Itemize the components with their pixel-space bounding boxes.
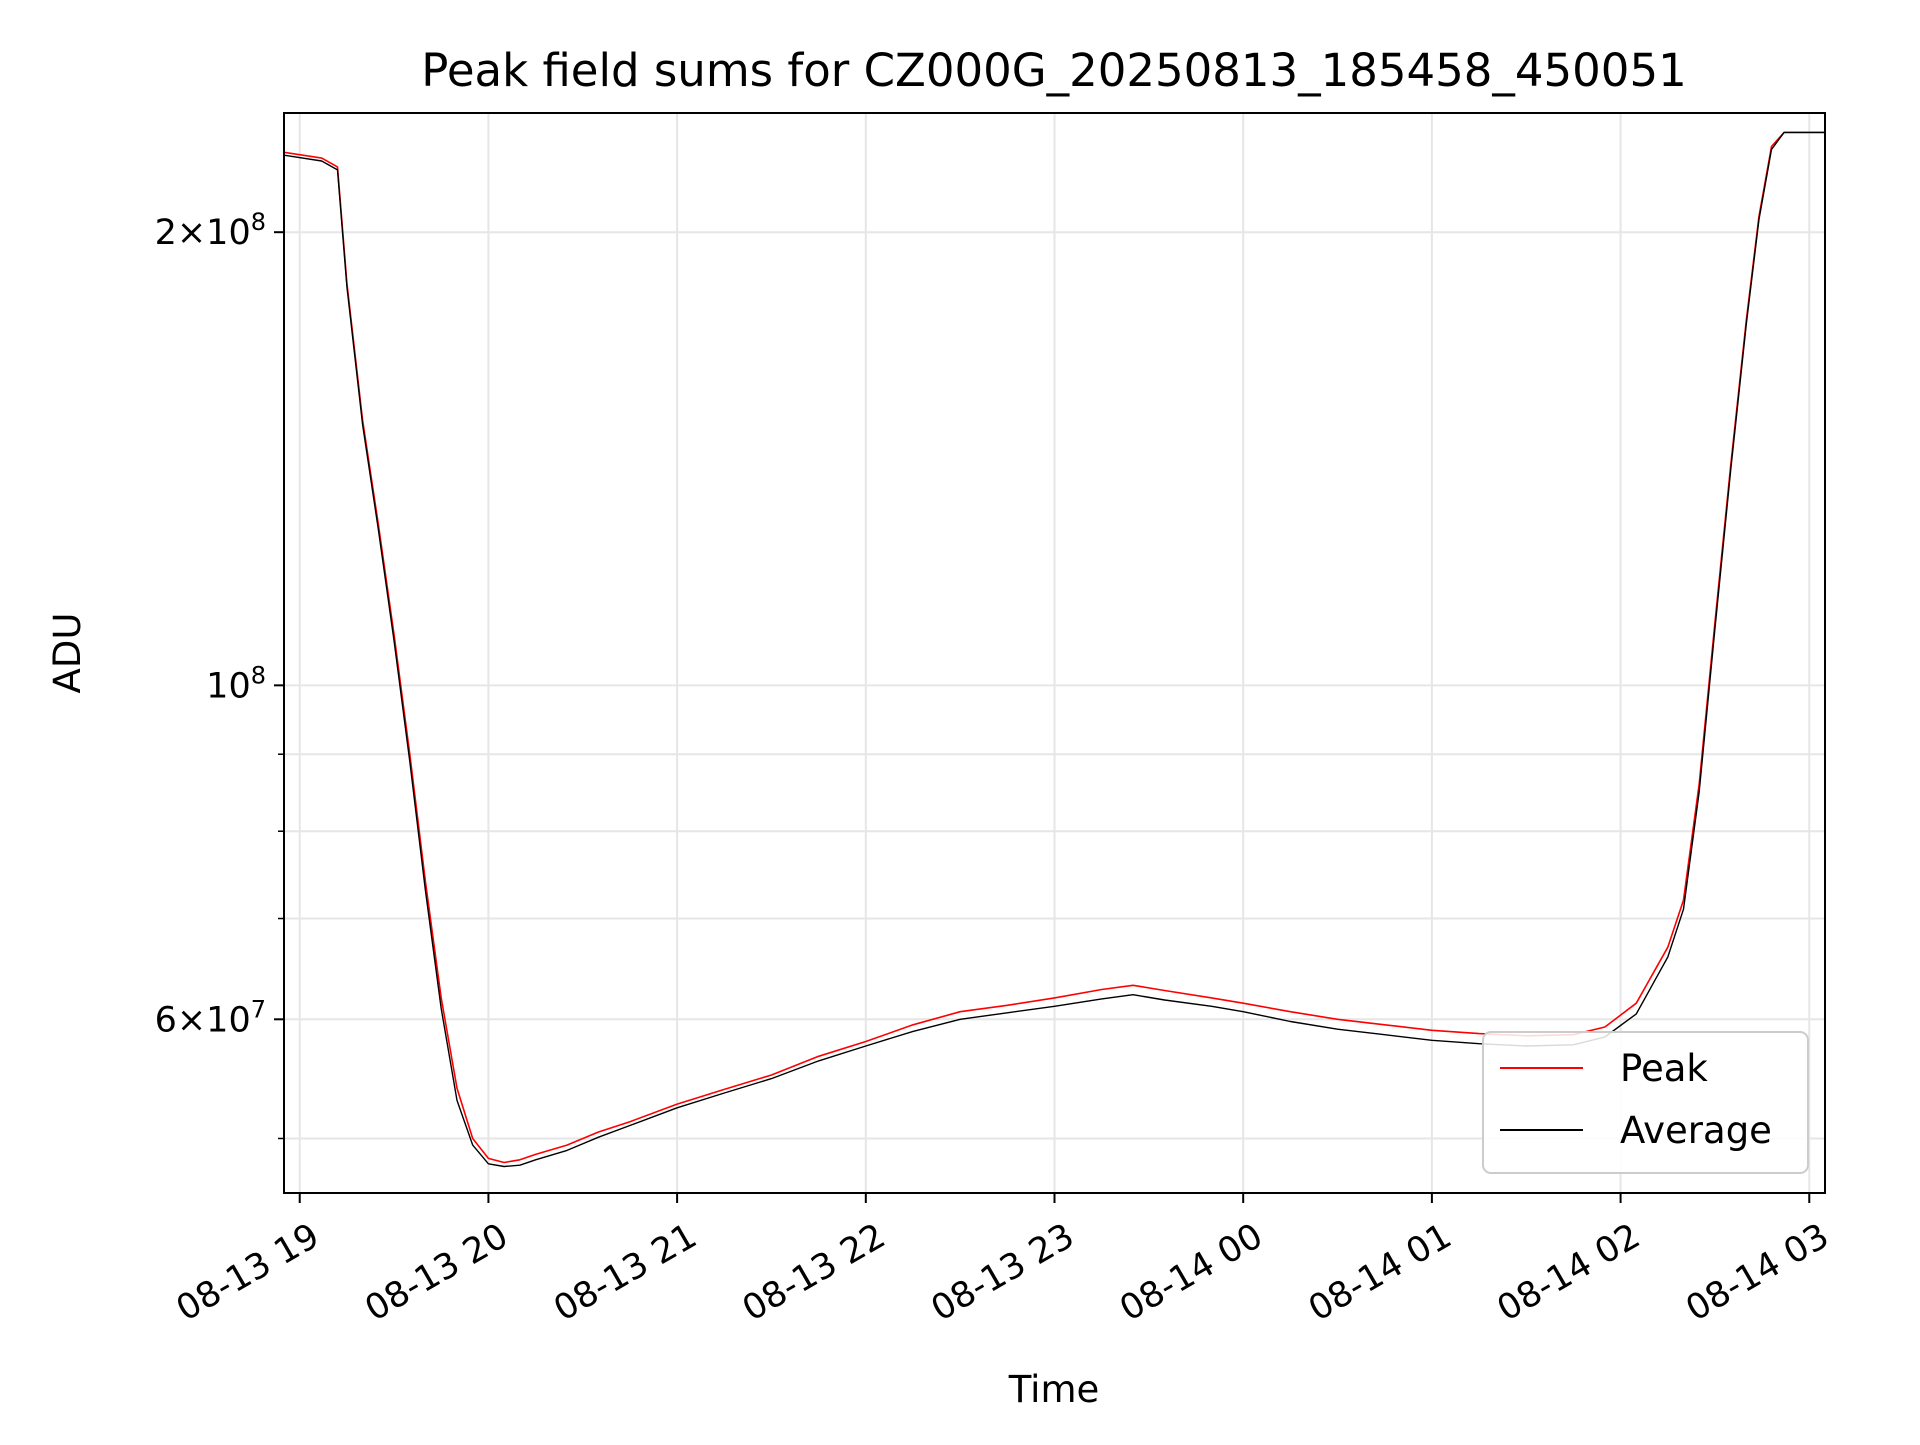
y-tick-label: 6×107 — [155, 995, 266, 1040]
y-axis-ticks: 108 6×107 2×108 — [155, 208, 284, 1140]
legend-label-average: Average — [1620, 1109, 1772, 1152]
y-tick-label: 2×108 — [155, 208, 266, 253]
plot-series — [284, 131, 1825, 1168]
legend-label-peak: Peak — [1620, 1047, 1708, 1090]
chart-title: Peak field sums for CZ000G_20250813_1854… — [421, 44, 1686, 97]
legend: Peak Average — [1482, 1031, 1809, 1174]
series-line-average — [284, 131, 1825, 1168]
y-axis-label: ADU — [46, 613, 89, 694]
series-line-peak — [284, 131, 1825, 1164]
x-axis-label: Time — [1008, 1368, 1100, 1411]
y-tick-label: 108 — [206, 661, 266, 706]
